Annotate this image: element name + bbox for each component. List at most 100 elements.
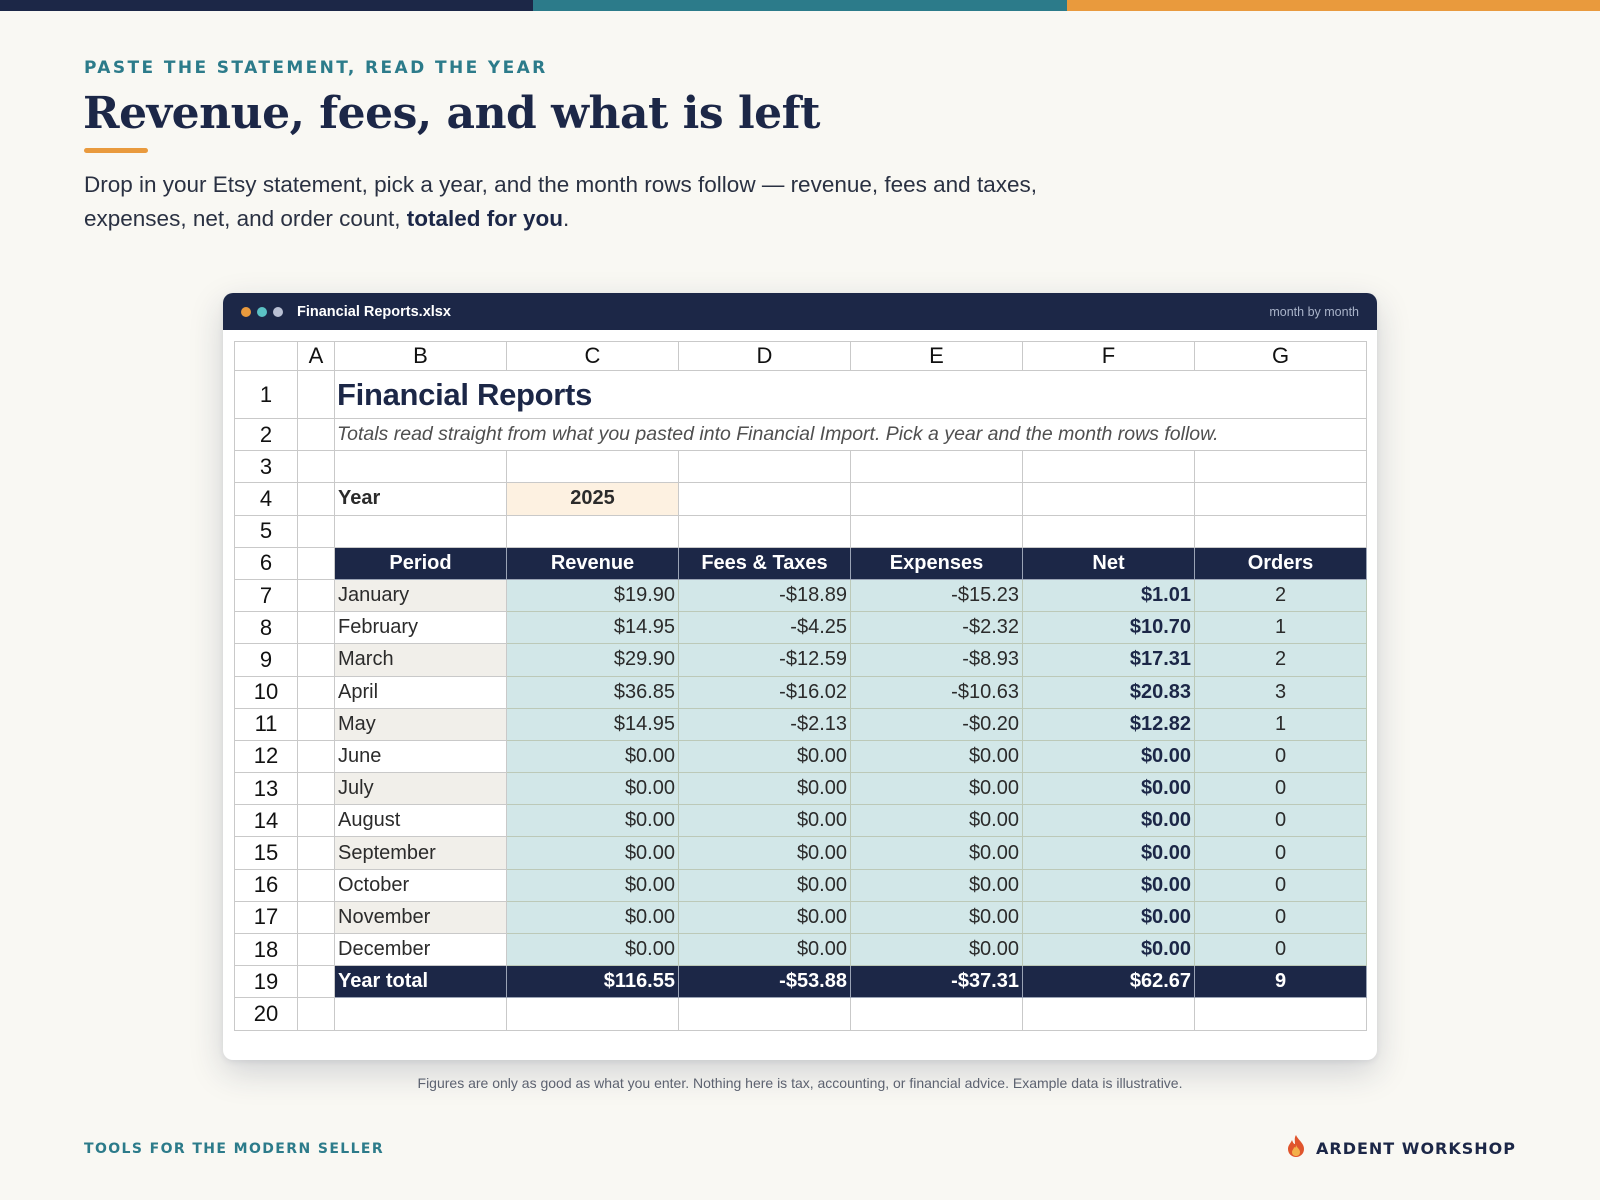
header-cell-orders[interactable]: Orders [1194, 546, 1367, 580]
header-cell-revenue[interactable]: Revenue [506, 546, 679, 580]
net-cell[interactable]: $0.00 [1022, 804, 1195, 838]
row-number[interactable]: 9 [234, 643, 298, 677]
row-number[interactable]: 6 [234, 546, 298, 580]
orders-cell[interactable]: 0 [1194, 772, 1367, 806]
cell[interactable] [1194, 450, 1367, 484]
orders-cell[interactable]: 2 [1194, 643, 1367, 677]
orders-cell[interactable]: 1 [1194, 611, 1367, 645]
expenses-cell[interactable]: -$0.20 [850, 707, 1023, 741]
cell[interactable] [506, 450, 679, 484]
row-number[interactable]: 17 [234, 900, 298, 935]
revenue-cell[interactable]: $14.95 [506, 707, 679, 741]
window-dot-gray[interactable] [273, 306, 283, 317]
expenses-cell[interactable]: -$15.23 [850, 578, 1023, 613]
net-cell[interactable]: $12.82 [1022, 707, 1195, 741]
total-label-cell[interactable]: Year total [334, 965, 507, 999]
revenue-cell[interactable]: $0.00 [506, 932, 679, 967]
expenses-cell[interactable]: $0.00 [850, 868, 1023, 902]
row-number[interactable]: 3 [234, 450, 298, 484]
expenses-cell[interactable]: -$8.93 [850, 643, 1023, 677]
year-input-cell[interactable]: 2025 [506, 482, 679, 516]
cell[interactable] [297, 836, 335, 870]
column-header[interactable]: E [850, 341, 1023, 371]
cell[interactable] [297, 997, 335, 1031]
cell[interactable] [678, 997, 851, 1031]
row-number[interactable]: 5 [234, 514, 298, 548]
expenses-cell[interactable]: $0.00 [850, 836, 1023, 870]
revenue-cell[interactable]: $0.00 [506, 804, 679, 838]
net-cell[interactable]: $0.00 [1022, 900, 1195, 935]
period-cell[interactable]: October [334, 868, 507, 902]
net-cell[interactable]: $0.00 [1022, 772, 1195, 806]
row-number[interactable]: 4 [234, 482, 298, 516]
net-cell[interactable]: $0.00 [1022, 932, 1195, 967]
total-net-cell[interactable]: $62.67 [1022, 965, 1195, 999]
period-cell[interactable]: August [334, 804, 507, 838]
year-label-cell[interactable]: Year [334, 482, 507, 516]
revenue-cell[interactable]: $36.85 [506, 675, 679, 709]
cell[interactable] [297, 611, 335, 645]
revenue-cell[interactable]: $0.00 [506, 739, 679, 774]
period-cell[interactable]: February [334, 611, 507, 645]
row-number[interactable]: 18 [234, 932, 298, 967]
row-number[interactable]: 16 [234, 868, 298, 902]
select-all-corner[interactable] [234, 341, 298, 371]
cell[interactable] [297, 965, 335, 999]
column-header[interactable]: A [297, 341, 335, 371]
window-dot-teal[interactable] [257, 306, 267, 317]
cell[interactable] [334, 997, 507, 1031]
row-number[interactable]: 20 [234, 997, 298, 1031]
net-cell[interactable]: $0.00 [1022, 836, 1195, 870]
period-cell[interactable]: April [334, 675, 507, 709]
row-number[interactable]: 8 [234, 611, 298, 645]
fees-taxes-cell[interactable]: $0.00 [678, 836, 851, 870]
row-number[interactable]: 10 [234, 675, 298, 709]
window-dot-orange[interactable] [241, 306, 251, 317]
revenue-cell[interactable]: $14.95 [506, 611, 679, 645]
row-number[interactable]: 19 [234, 965, 298, 999]
column-header[interactable]: D [678, 341, 851, 371]
row-number[interactable]: 15 [234, 836, 298, 870]
row-number[interactable]: 11 [234, 707, 298, 741]
cell[interactable] [297, 450, 335, 484]
orders-cell[interactable]: 0 [1194, 836, 1367, 870]
total-expenses-cell[interactable]: -$37.31 [850, 965, 1023, 999]
header-cell-fees-taxes[interactable]: Fees & Taxes [678, 546, 851, 580]
cell[interactable] [297, 739, 335, 774]
fees-taxes-cell[interactable]: $0.00 [678, 900, 851, 935]
column-header[interactable]: F [1022, 341, 1195, 371]
fees-taxes-cell[interactable]: $0.00 [678, 772, 851, 806]
column-header[interactable]: B [334, 341, 507, 371]
cell[interactable] [297, 578, 335, 613]
revenue-cell[interactable]: $0.00 [506, 868, 679, 902]
net-cell[interactable]: $17.31 [1022, 643, 1195, 677]
column-header[interactable]: C [506, 341, 679, 371]
orders-cell[interactable]: 0 [1194, 804, 1367, 838]
fees-taxes-cell[interactable]: $0.00 [678, 932, 851, 967]
orders-cell[interactable]: 1 [1194, 707, 1367, 741]
row-number[interactable]: 7 [234, 578, 298, 613]
sheet-subtitle-cell[interactable]: Totals read straight from what you paste… [334, 417, 1367, 452]
row-number[interactable]: 1 [234, 370, 298, 419]
period-cell[interactable]: November [334, 900, 507, 935]
net-cell[interactable]: $10.70 [1022, 611, 1195, 645]
cell[interactable] [1022, 450, 1195, 484]
period-cell[interactable]: December [334, 932, 507, 967]
orders-cell[interactable]: 0 [1194, 868, 1367, 902]
cell[interactable] [297, 932, 335, 967]
orders-cell[interactable]: 0 [1194, 932, 1367, 967]
expenses-cell[interactable]: $0.00 [850, 739, 1023, 774]
fees-taxes-cell[interactable]: $0.00 [678, 868, 851, 902]
period-cell[interactable]: January [334, 578, 507, 613]
net-cell[interactable]: $20.83 [1022, 675, 1195, 709]
cell[interactable] [297, 707, 335, 741]
cell[interactable] [850, 450, 1023, 484]
header-cell-expenses[interactable]: Expenses [850, 546, 1023, 580]
period-cell[interactable]: September [334, 836, 507, 870]
cell[interactable] [1194, 997, 1367, 1031]
total-orders-cell[interactable]: 9 [1194, 965, 1367, 999]
cell[interactable] [297, 370, 335, 419]
cell[interactable] [297, 772, 335, 806]
fees-taxes-cell[interactable]: $0.00 [678, 739, 851, 774]
fees-taxes-cell[interactable]: -$18.89 [678, 578, 851, 613]
